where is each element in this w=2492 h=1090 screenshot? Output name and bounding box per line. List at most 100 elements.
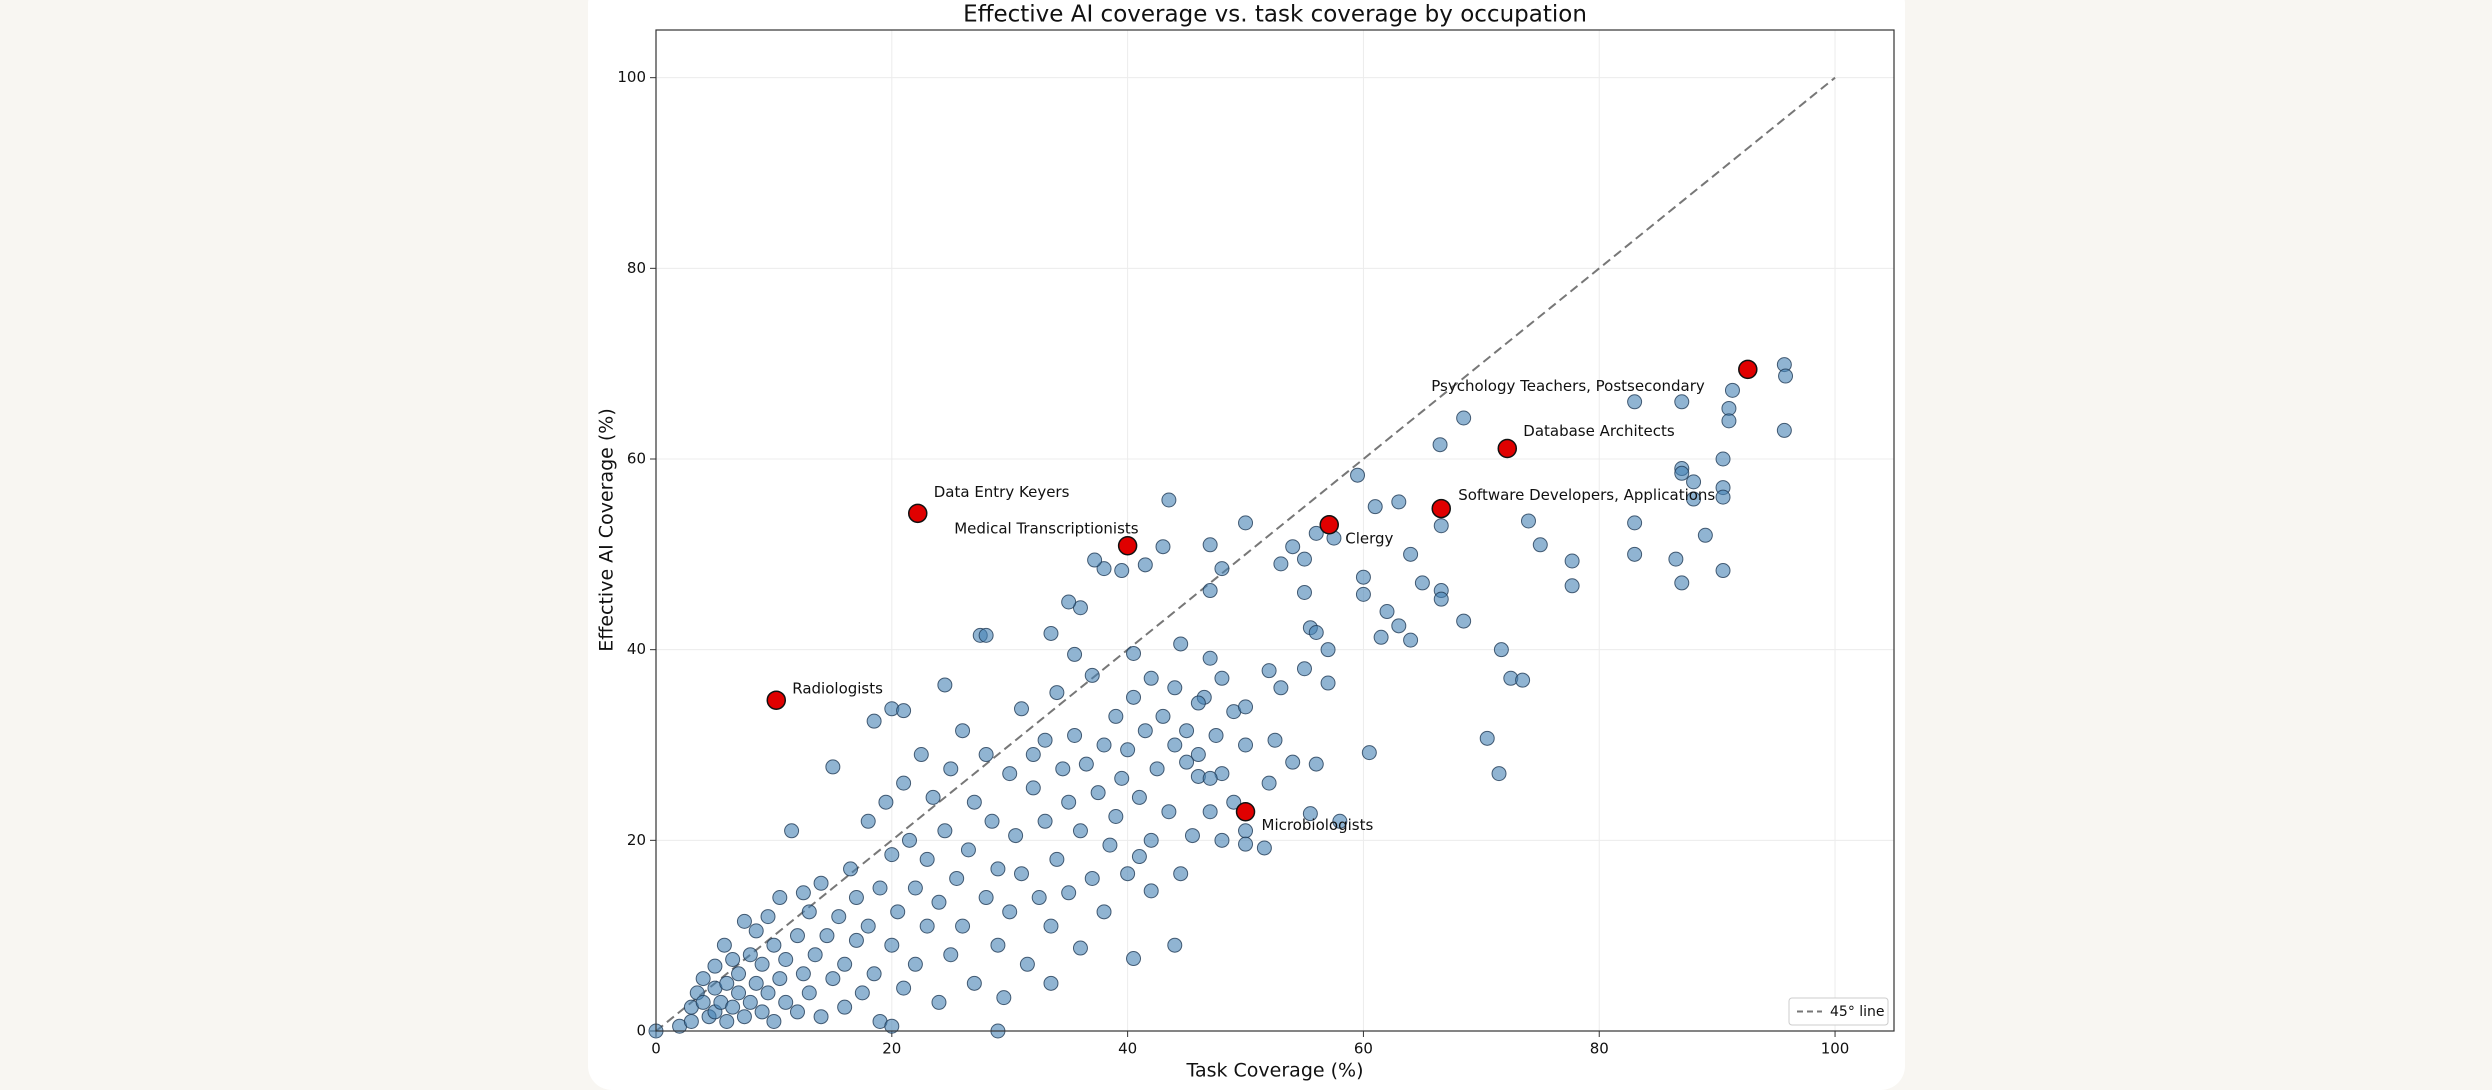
point — [1067, 646, 1083, 662]
point — [925, 789, 941, 805]
point — [1126, 689, 1142, 705]
point — [1493, 642, 1509, 658]
point — [1126, 645, 1142, 661]
point — [1686, 491, 1702, 507]
point — [907, 956, 923, 972]
point — [748, 975, 764, 991]
plot-frame — [655, 29, 1895, 1032]
point — [896, 980, 912, 996]
point — [1296, 551, 1312, 567]
point — [1308, 525, 1324, 541]
point — [1367, 499, 1383, 515]
point — [695, 971, 711, 987]
point — [742, 947, 758, 963]
x-tick-label: 60 — [1354, 1040, 1373, 1058]
point — [984, 813, 1000, 829]
point — [1273, 556, 1289, 572]
point — [1114, 770, 1130, 786]
point — [801, 985, 817, 1001]
x-tick-label: 80 — [1590, 1040, 1609, 1058]
point — [896, 703, 912, 719]
point — [1296, 661, 1312, 677]
point — [931, 994, 947, 1010]
point — [1161, 492, 1177, 508]
point — [1520, 513, 1536, 529]
point — [760, 909, 776, 925]
point — [1102, 837, 1118, 853]
point — [1355, 586, 1371, 602]
point — [725, 952, 741, 967]
point — [1014, 701, 1030, 717]
point — [1214, 561, 1230, 577]
point — [1043, 625, 1059, 641]
point — [1686, 474, 1702, 490]
point — [1014, 866, 1030, 882]
point — [1061, 794, 1077, 810]
point — [1161, 804, 1177, 820]
point — [719, 1013, 735, 1029]
point — [1491, 766, 1507, 782]
point — [1061, 594, 1077, 610]
point — [1096, 904, 1112, 920]
point — [1167, 937, 1183, 953]
point — [736, 1009, 752, 1025]
point — [772, 971, 788, 987]
point — [766, 937, 782, 953]
point — [1332, 813, 1348, 829]
point — [1190, 695, 1206, 711]
point — [742, 994, 758, 1010]
x-tick-label: 100 — [1821, 1040, 1850, 1058]
point — [1391, 494, 1407, 510]
y-tick-label: 80 — [627, 259, 646, 277]
point — [996, 990, 1012, 1006]
y-tick-label: 60 — [627, 450, 646, 468]
point — [1627, 546, 1643, 562]
point — [1087, 552, 1103, 568]
point — [1403, 546, 1419, 562]
point — [1256, 840, 1272, 856]
point — [1208, 727, 1224, 743]
point — [1025, 780, 1041, 796]
annotation: Data Entry Keyers — [934, 483, 1070, 501]
chart-title: Effective AI coverage vs. task coverage … — [963, 2, 1587, 28]
point — [1202, 537, 1218, 553]
point — [725, 999, 741, 1015]
point — [960, 842, 976, 858]
point — [1674, 575, 1690, 591]
point — [1179, 754, 1195, 770]
point — [1072, 940, 1088, 956]
point — [1078, 756, 1094, 772]
point — [784, 823, 800, 839]
point — [1432, 437, 1448, 453]
point — [1037, 732, 1053, 748]
point — [1479, 730, 1495, 746]
point — [1564, 578, 1580, 594]
point — [1149, 761, 1165, 777]
point — [1226, 794, 1242, 810]
point — [878, 794, 894, 810]
point — [1043, 918, 1059, 934]
highlight-point — [1431, 498, 1451, 519]
point — [1202, 770, 1218, 786]
point — [1173, 636, 1189, 652]
point — [1143, 832, 1159, 848]
point — [719, 975, 735, 991]
point — [1108, 809, 1124, 824]
point — [1214, 670, 1230, 686]
point — [1143, 670, 1159, 686]
point — [1532, 537, 1548, 553]
point — [919, 851, 935, 867]
point — [778, 994, 794, 1010]
point — [966, 794, 982, 810]
point — [884, 937, 900, 953]
x-tick-label: 20 — [882, 1040, 901, 1058]
annotation: Microbiologists — [1262, 816, 1374, 834]
point — [766, 1013, 782, 1029]
point — [789, 928, 805, 944]
point — [1002, 904, 1018, 920]
highlight-point — [1319, 515, 1339, 535]
highlight-point — [1235, 801, 1256, 822]
point — [866, 966, 882, 982]
point — [978, 627, 994, 643]
